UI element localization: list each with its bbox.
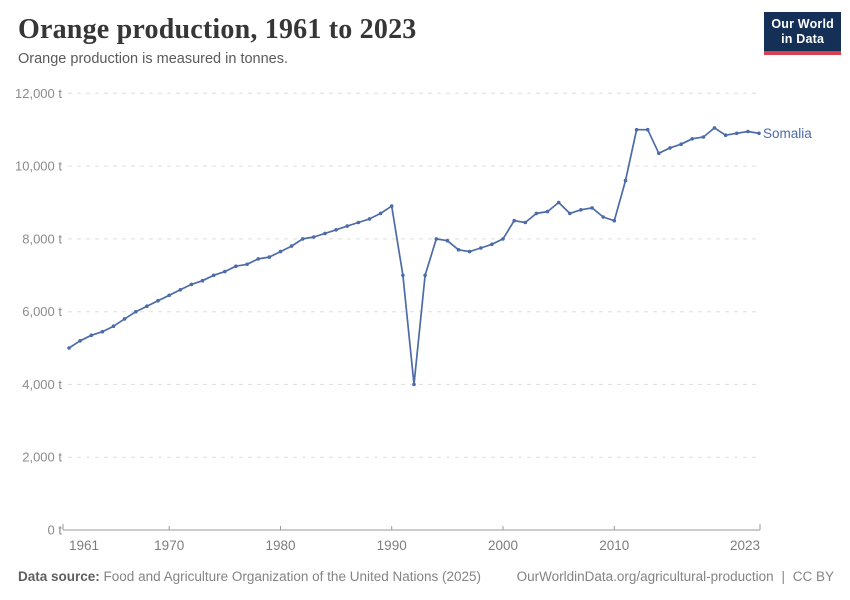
data-point[interactable]: [89, 333, 94, 338]
y-axis-tick-label: 4,000 t: [22, 377, 62, 392]
data-point[interactable]: [479, 246, 483, 250]
data-point[interactable]: [701, 135, 706, 139]
data-point[interactable]: [167, 293, 171, 298]
data-point[interactable]: [512, 218, 516, 223]
data-point[interactable]: [289, 244, 294, 248]
page-title: Orange production, 1961 to 2023: [18, 14, 417, 45]
data-point[interactable]: [278, 249, 283, 254]
x-axis-tick-label: 1970: [154, 538, 184, 553]
data-point[interactable]: [67, 346, 71, 350]
y-axis-tick-label: 12,000 t: [15, 86, 62, 101]
series-label-somalia: Somalia: [763, 126, 812, 141]
owid-url-link[interactable]: OurWorldinData.org/agricultural-producti…: [516, 569, 774, 584]
data-point[interactable]: [556, 200, 561, 205]
data-point[interactable]: [490, 242, 494, 247]
line-chart-canvas[interactable]: 0 t 2,000 t 4,000 t 6,000 t 8,000 t 10,000 t 1…: [0, 80, 850, 562]
data-point[interactable]: [746, 129, 750, 134]
data-point[interactable]: [601, 215, 605, 219]
data-point[interactable]: [712, 126, 717, 130]
data-point[interactable]: [501, 237, 505, 241]
chart-subtitle: Orange production is measured in tonnes.: [18, 51, 289, 67]
data-point[interactable]: [156, 298, 160, 303]
data-point[interactable]: [590, 206, 594, 210]
data-point[interactable]: [657, 151, 661, 156]
owid-logo-line2: in Data: [781, 32, 825, 47]
data-point[interactable]: [445, 238, 450, 243]
data-point[interactable]: [300, 237, 305, 241]
data-point[interactable]: [234, 264, 238, 268]
data-point[interactable]: [389, 204, 394, 208]
data-point[interactable]: [679, 142, 683, 146]
y-axis-tick-label: 0 t: [48, 523, 63, 538]
data-point[interactable]: [412, 382, 416, 387]
data-point[interactable]: [334, 228, 338, 232]
x-axis-tick-label: 1961: [69, 538, 99, 553]
data-point[interactable]: [579, 208, 583, 212]
data-point[interactable]: [367, 217, 372, 221]
data-point[interactable]: [256, 257, 261, 261]
data-point[interactable]: [178, 288, 183, 292]
data-point[interactable]: [200, 278, 205, 283]
footer-separator: |: [781, 569, 785, 584]
data-point[interactable]: [545, 209, 550, 214]
data-point[interactable]: [312, 235, 316, 239]
data-source-label: Data source:: [18, 569, 100, 584]
data-point[interactable]: [356, 220, 361, 225]
data-point[interactable]: [378, 211, 383, 216]
data-point[interactable]: [634, 127, 639, 132]
data-point[interactable]: [122, 317, 127, 321]
chart-footer: Data source: Food and Agriculture Organi…: [18, 569, 834, 584]
data-point[interactable]: [612, 218, 617, 223]
data-point[interactable]: [523, 220, 528, 225]
data-point[interactable]: [323, 231, 327, 236]
data-point[interactable]: [401, 273, 405, 278]
data-point[interactable]: [111, 324, 116, 328]
data-point[interactable]: [100, 329, 105, 334]
data-point[interactable]: [345, 224, 350, 228]
data-point[interactable]: [434, 237, 439, 241]
data-point[interactable]: [267, 255, 272, 259]
owid-logo-line1: Our World: [771, 17, 834, 31]
data-point[interactable]: [245, 262, 249, 267]
data-source-text: Food and Agriculture Organization of the…: [103, 569, 482, 584]
x-axis-tick-label: 2000: [488, 538, 518, 553]
data-point[interactable]: [78, 339, 82, 343]
data-point[interactable]: [645, 127, 650, 132]
data-point[interactable]: [668, 146, 672, 150]
data-point[interactable]: [467, 249, 472, 254]
x-axis-tick-label: 2023: [730, 538, 760, 553]
x-axis-tick-label: 1990: [377, 538, 407, 553]
y-axis-tick-label: 2,000 t: [22, 450, 62, 465]
data-point[interactable]: [211, 273, 216, 278]
data-point[interactable]: [456, 248, 461, 252]
y-axis-tick-label: 6,000 t: [22, 304, 62, 319]
data-point[interactable]: [145, 304, 149, 308]
data-point[interactable]: [757, 131, 761, 136]
footer-links: OurWorldinData.org/agricultural-producti…: [517, 569, 834, 584]
data-point[interactable]: [534, 211, 539, 216]
data-point[interactable]: [134, 309, 138, 314]
data-point[interactable]: [223, 269, 227, 274]
y-axis-tick-label: 8,000 t: [22, 231, 62, 246]
data-source: Data source: Food and Agriculture Organi…: [18, 569, 481, 584]
data-point[interactable]: [189, 282, 194, 287]
data-point[interactable]: [734, 131, 739, 136]
data-point[interactable]: [623, 178, 628, 183]
data-point[interactable]: [723, 133, 728, 137]
data-point[interactable]: [568, 211, 572, 216]
x-axis-tick-label: 1980: [265, 538, 295, 553]
data-point[interactable]: [423, 273, 427, 278]
owid-logo[interactable]: Our World in Data: [764, 12, 841, 55]
data-point[interactable]: [690, 137, 694, 141]
license-link[interactable]: CC BY: [792, 569, 834, 584]
x-axis-tick-label: 2010: [599, 538, 629, 553]
y-axis-tick-label: 10,000 t: [15, 159, 62, 174]
